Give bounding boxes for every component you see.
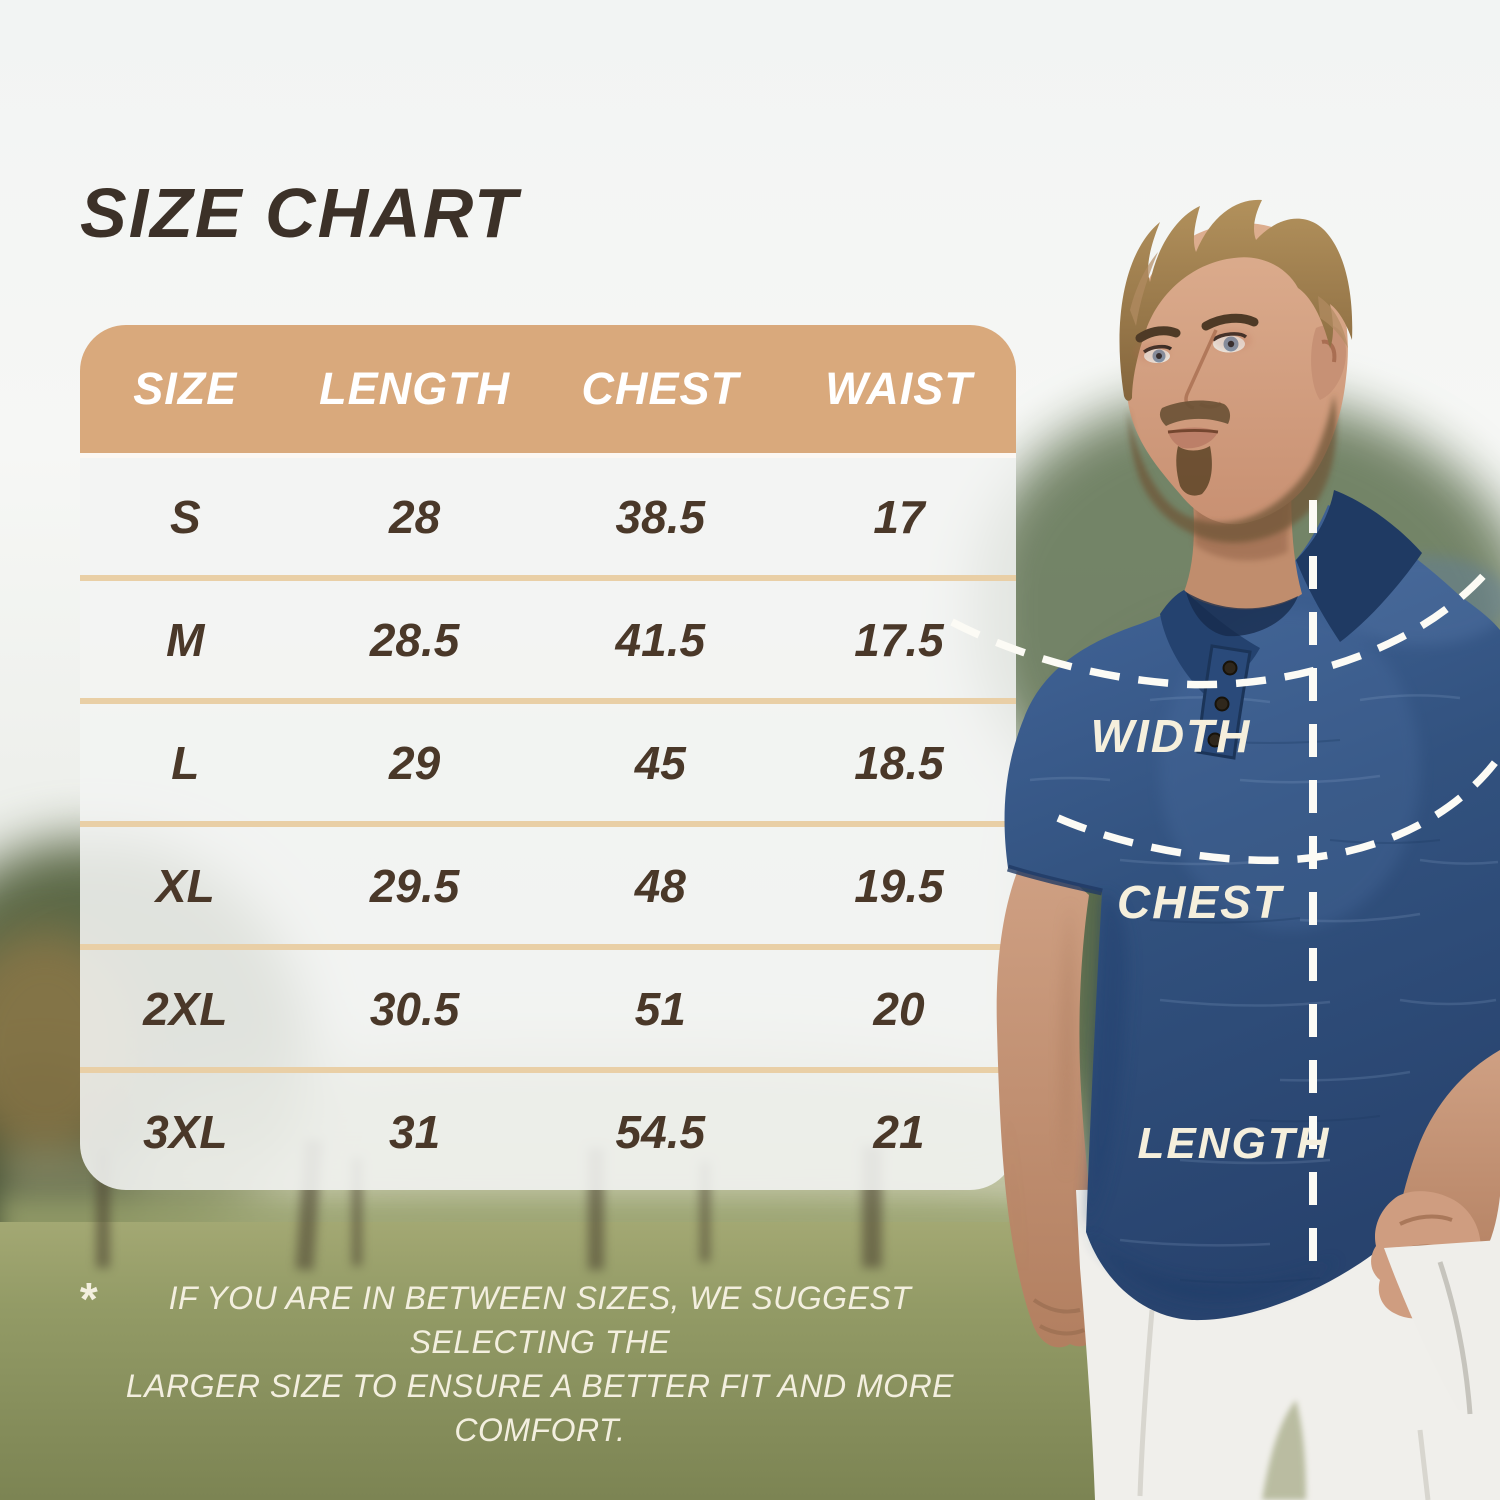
page-title: SIZE CHART xyxy=(80,174,519,252)
cell-size: 3XL xyxy=(143,1105,228,1158)
cell-waist: 21 xyxy=(873,1105,925,1158)
length-label: LENGTH xyxy=(1138,1119,1331,1168)
polo-button xyxy=(1222,660,1238,676)
column-header-length: LENGTH xyxy=(319,363,511,414)
cell-waist: 17.5 xyxy=(854,613,944,666)
shirt-hem-shadow xyxy=(1086,1232,1340,1303)
model-hair xyxy=(1119,199,1353,401)
cell-length: 28 xyxy=(389,490,441,543)
chest-measure-line xyxy=(1056,757,1500,865)
tree-trunk xyxy=(352,1158,362,1266)
table-row-xl: XL 29.5 48 19.5 xyxy=(80,821,1016,944)
cell-chest: 38.5 xyxy=(615,490,706,543)
cell-size: S xyxy=(169,490,201,543)
cell-chest: 51 xyxy=(634,982,686,1035)
cell-chest: 48 xyxy=(634,859,686,912)
cell-length: 29.5 xyxy=(369,859,460,912)
polo-button xyxy=(1207,732,1223,748)
hair-faded-side xyxy=(1130,252,1348,348)
column-header-waist: WAIST xyxy=(825,363,973,414)
ear-inner xyxy=(1321,339,1337,363)
eye-socket-shading xyxy=(1134,342,1170,362)
cell-waist: 18.5 xyxy=(854,736,944,789)
tree-trunk xyxy=(700,1162,710,1262)
mustache xyxy=(1159,400,1231,426)
cell-size: L xyxy=(171,736,200,789)
cell-chest: 41.5 xyxy=(615,613,706,666)
beard xyxy=(1128,394,1337,543)
table-row-s: S 28 38.5 17 xyxy=(80,458,1016,575)
lips xyxy=(1168,427,1218,449)
cell-chest: 45 xyxy=(634,736,686,789)
column-header-size: SIZE xyxy=(133,363,238,414)
size-chart-table: SIZE LENGTH CHEST WAIST S 28 38.5 17 M 2… xyxy=(80,325,1016,1190)
sizing-note: * IF YOU ARE IN BETWEEN SIZES, WE SUGGES… xyxy=(78,1276,970,1453)
cell-waist: 20 xyxy=(873,982,925,1035)
cell-chest: 54.5 xyxy=(615,1105,706,1158)
pocket-edge xyxy=(1384,1240,1500,1410)
model-man xyxy=(996,199,1500,1500)
cell-waist: 19.5 xyxy=(854,859,944,912)
cell-length: 28.5 xyxy=(369,613,460,666)
table-row-3xl: 3XL 31 54.5 21 xyxy=(80,1067,1016,1190)
cell-size: 2XL xyxy=(143,982,228,1035)
table-row-m: M 28.5 41.5 17.5 xyxy=(80,575,1016,698)
mouth-line xyxy=(1167,429,1219,434)
measurement-overlay: WIDTH CHEST LENGTH xyxy=(950,500,1500,1280)
width-label: WIDTH xyxy=(1091,710,1252,762)
collar-right-wing xyxy=(1296,490,1422,642)
eyebrows xyxy=(1135,313,1259,343)
pocket-seam xyxy=(1437,1261,1473,1415)
goatee xyxy=(1176,446,1212,496)
cell-length: 29 xyxy=(389,736,441,789)
cell-length: 30.5 xyxy=(369,982,460,1035)
note-line-2: LARGER SIZE TO ENSURE A BETTER FIT AND M… xyxy=(125,1368,955,1449)
shirt-side-shadow xyxy=(1086,892,1129,1232)
sleeve-cuff xyxy=(1006,864,1103,896)
eye-socket-shading xyxy=(1212,329,1252,351)
finger-creases xyxy=(1032,1298,1085,1336)
collar-under-shadow xyxy=(1186,592,1298,637)
legs-shadow xyxy=(1262,1400,1306,1500)
chest-label: CHEST xyxy=(1117,876,1285,928)
table-row-l: L 29 45 18.5 xyxy=(80,698,1016,821)
model-ear xyxy=(1311,325,1346,400)
note-line-1: IF YOU ARE IN BETWEEN SIZES, WE SUGGEST … xyxy=(168,1280,912,1361)
table-row-2xl: 2XL 30.5 51 20 xyxy=(80,944,1016,1067)
table-header-row: SIZE LENGTH CHEST WAIST xyxy=(80,325,1016,458)
column-header-chest: CHEST xyxy=(581,363,740,414)
polo-button xyxy=(1214,696,1230,712)
cell-size: XL xyxy=(155,859,215,912)
cell-length: 31 xyxy=(389,1105,441,1158)
cell-size: M xyxy=(166,613,205,666)
sizing-note-text: IF YOU ARE IN BETWEEN SIZES, WE SUGGEST … xyxy=(110,1276,970,1453)
cell-waist: 17 xyxy=(873,490,925,543)
width-measure-line xyxy=(950,563,1495,689)
model-left-arm xyxy=(996,860,1104,1348)
asterisk: * xyxy=(78,1273,96,1325)
